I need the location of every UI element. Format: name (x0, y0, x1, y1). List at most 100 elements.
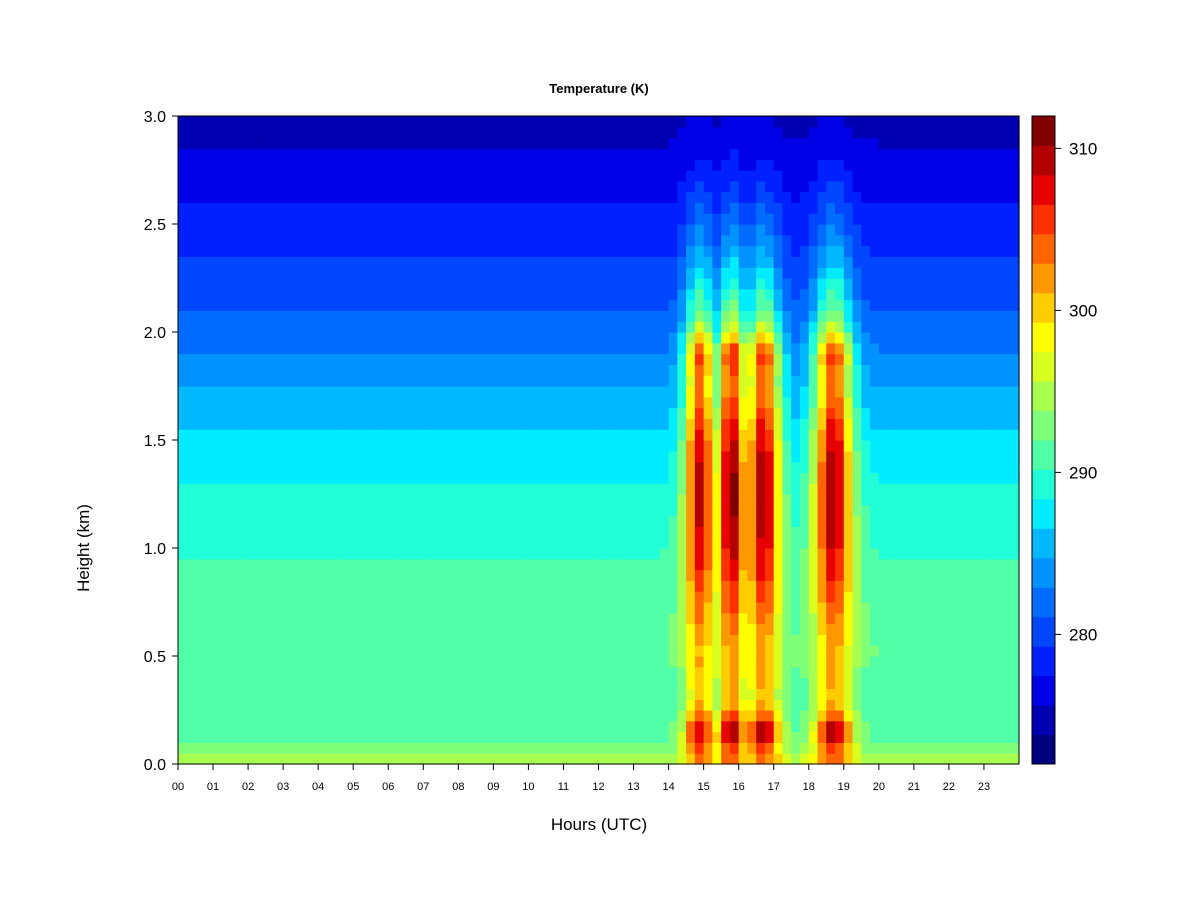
heatmap-cell (738, 278, 749, 290)
heatmap-cell (353, 321, 363, 333)
heatmap-cell (326, 483, 337, 495)
heatmap-cell (598, 375, 608, 387)
heatmap-cell (528, 558, 538, 571)
heatmap-cell (178, 515, 188, 527)
heatmap-cell (361, 677, 372, 689)
heatmap-cell (633, 191, 643, 203)
heatmap-cell (721, 569, 731, 581)
heatmap-cell (572, 364, 582, 376)
heatmap-cell (589, 591, 600, 603)
heatmap-cell (624, 342, 635, 355)
heatmap-cell (353, 580, 363, 592)
heatmap-cell (300, 148, 311, 160)
heatmap-cell (861, 580, 871, 592)
heatmap-cell (791, 688, 801, 700)
heatmap-cell (502, 612, 512, 625)
heatmap-cell (896, 461, 906, 473)
heatmap-cell (878, 191, 889, 203)
heatmap-cell (475, 494, 486, 506)
heatmap-cell (265, 548, 275, 560)
heatmap-cell (484, 321, 494, 333)
heatmap-cell (265, 461, 275, 473)
heatmap-cell (204, 159, 214, 171)
heatmap-cell (545, 429, 556, 441)
heatmap-cell (405, 170, 416, 182)
heatmap-cell (370, 634, 381, 646)
heatmap-cell (756, 278, 766, 290)
heatmap-cell (607, 494, 617, 506)
heatmap-cell (414, 537, 424, 549)
heatmap-cell (326, 612, 337, 625)
heatmap-cell (580, 591, 591, 603)
heatmap-cell (852, 342, 862, 355)
heatmap-cell (773, 548, 784, 560)
heatmap-cell (616, 278, 626, 290)
heatmap-cell (405, 548, 416, 560)
heatmap-cell (239, 558, 249, 571)
heatmap-cell (432, 591, 442, 603)
heatmap-cell (764, 224, 775, 236)
heatmap-cell (309, 591, 319, 603)
heatmap-cell (309, 364, 319, 376)
heatmap-cell (677, 720, 687, 733)
heatmap-cell (458, 742, 468, 754)
heatmap-cell (361, 396, 372, 409)
heatmap-cell (694, 710, 705, 722)
heatmap-cell (870, 494, 880, 506)
heatmap-cell (747, 656, 757, 668)
heatmap-cell (729, 332, 740, 344)
heatmap-cell (799, 688, 810, 700)
heatmap-cell (484, 699, 494, 711)
heatmap-cell (493, 288, 503, 301)
heatmap-cell (379, 461, 389, 473)
heatmap-cell (659, 450, 670, 463)
heatmap-cell (248, 375, 258, 387)
heatmap-cell (642, 288, 652, 301)
heatmap-cell (887, 137, 897, 149)
heatmap-cell (773, 278, 784, 290)
heatmap-cell (835, 742, 845, 754)
heatmap-cell (861, 407, 871, 419)
heatmap-cell (826, 602, 836, 614)
heatmap-cell (545, 256, 556, 268)
heatmap-cell (694, 396, 705, 409)
heatmap-cell (484, 180, 494, 193)
heatmap-cell (195, 310, 205, 322)
heatmap-cell (817, 342, 827, 355)
heatmap-cell (843, 213, 854, 225)
heatmap-cell (721, 396, 731, 409)
heatmap-cell (178, 299, 188, 311)
heatmap-cell (826, 137, 836, 149)
heatmap-cell (633, 245, 643, 257)
heatmap-cell (326, 364, 337, 376)
heatmap-cell (817, 386, 827, 398)
heatmap-cell (283, 634, 293, 646)
heatmap-cell (563, 569, 573, 581)
heatmap-cell (248, 688, 258, 700)
heatmap-cell (467, 386, 477, 398)
heatmap-cell (186, 342, 197, 355)
heatmap-cell (353, 494, 363, 506)
heatmap-cell (878, 353, 889, 365)
heatmap-cell (826, 688, 836, 700)
heatmap-cell (598, 450, 608, 463)
heatmap-cell (221, 418, 232, 430)
heatmap-cell (651, 137, 661, 149)
heatmap-cell (484, 623, 494, 635)
heatmap-cell (537, 180, 547, 193)
heatmap-cell (458, 170, 468, 182)
heatmap-cell (791, 342, 801, 355)
heatmap-cell (537, 537, 547, 549)
heatmap-cell (835, 256, 845, 268)
heatmap-cell (195, 504, 205, 517)
heatmap-cell (361, 634, 372, 646)
heatmap-cell (309, 429, 319, 441)
heatmap-cell (379, 267, 389, 279)
heatmap-cell (283, 299, 293, 311)
heatmap-cell (449, 213, 459, 225)
heatmap-cell (388, 234, 398, 247)
heatmap-cell (335, 191, 346, 203)
heatmap-cell (256, 483, 267, 495)
heatmap-cell (423, 623, 433, 635)
heatmap-cell (764, 526, 775, 538)
